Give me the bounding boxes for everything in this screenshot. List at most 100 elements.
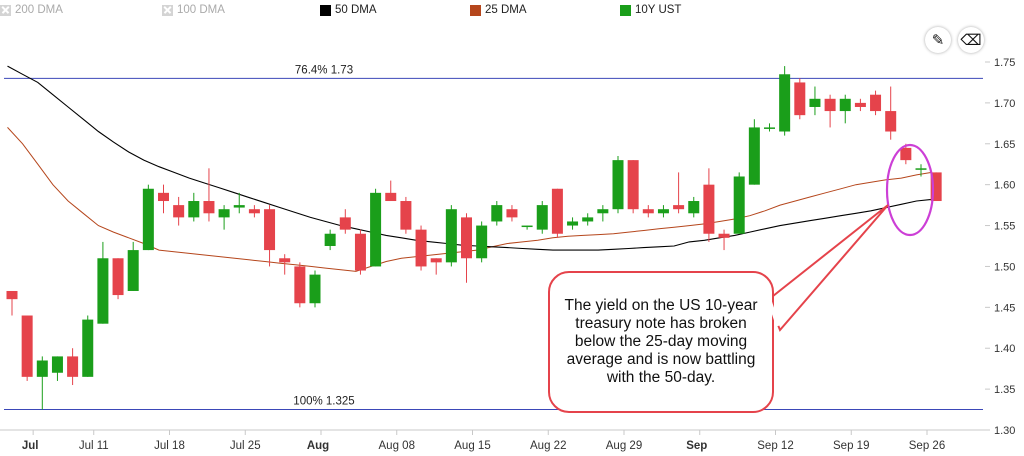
candle-up	[521, 225, 533, 228]
candle-down	[67, 356, 79, 377]
candle-down	[173, 205, 185, 218]
y-tick-label: 1.60	[994, 180, 1015, 192]
legend-item-50-dma[interactable]: 50 DMA	[320, 4, 377, 16]
candle-up	[142, 188, 154, 251]
candle-down	[900, 147, 912, 161]
highlight-ellipse	[885, 143, 935, 237]
candle-up	[51, 356, 63, 373]
legend-swatch	[470, 4, 481, 16]
candle-down	[930, 172, 942, 202]
candle-up	[915, 168, 927, 170]
candle-up	[127, 250, 139, 291]
y-tick-label: 1.35	[994, 384, 1015, 396]
candle-down	[21, 315, 33, 377]
candle-up	[97, 258, 109, 324]
candle-up	[748, 127, 760, 185]
candle-up	[188, 201, 200, 218]
callout-pointer	[766, 204, 889, 332]
candle-down	[673, 205, 685, 210]
candle-up	[491, 205, 503, 222]
y-tick-label: 1.70	[994, 98, 1015, 110]
candle-down	[718, 233, 730, 238]
legend-item-200-dma[interactable]: 200 DMA	[0, 4, 63, 16]
legend-swatch	[620, 4, 631, 16]
candle-down	[870, 94, 882, 112]
candle-up	[733, 176, 745, 234]
x-tick-label: Aug 08	[379, 440, 415, 452]
legend-item-100-dma[interactable]: 100 DMA	[162, 4, 225, 16]
candle-down	[461, 217, 472, 259]
y-tick-label: 1.75	[994, 57, 1015, 69]
legend-item-10y-ust[interactable]: 10Y UST	[620, 4, 681, 16]
candle-down	[885, 111, 897, 132]
candle-down	[264, 209, 276, 251]
y-tick-label: 1.65	[994, 139, 1015, 151]
candle-up	[567, 221, 579, 226]
candle-up	[597, 209, 609, 214]
candle-up	[82, 319, 94, 377]
candle-down	[703, 184, 715, 234]
legend-swatch	[320, 4, 331, 16]
x-tick-label: Jul 11	[79, 440, 109, 452]
y-tick-label: 1.55	[994, 221, 1015, 233]
candle-up	[324, 233, 336, 246]
candle-down	[415, 229, 427, 267]
candle-down	[158, 192, 169, 202]
candle-up	[839, 98, 851, 112]
candle-up	[370, 192, 382, 267]
y-tick-label: 1.45	[994, 302, 1015, 314]
candle-up	[764, 127, 775, 129]
candle-up	[779, 74, 791, 132]
candle-down	[854, 102, 866, 107]
candle-up	[657, 209, 669, 214]
candle-down	[203, 201, 215, 214]
candle-down	[400, 201, 412, 230]
candle-down	[627, 160, 639, 210]
candle-down	[248, 209, 260, 214]
candle-down	[824, 98, 836, 112]
candle-up	[582, 217, 594, 222]
legend-label: 10Y UST	[635, 4, 682, 16]
candle-up	[809, 98, 821, 107]
candle-up	[36, 360, 48, 377]
annotation-text: The yield on the US 10-year treasury not…	[564, 297, 758, 386]
pencil-icon[interactable]: ✎	[925, 27, 951, 53]
x-tick-label: Sep 12	[757, 440, 793, 452]
candle-down	[385, 192, 397, 202]
legend-label: 200 DMA	[15, 4, 63, 16]
candle-down	[354, 233, 366, 271]
x-tick-label: Aug	[307, 440, 329, 452]
y-tick-label: 1.40	[994, 343, 1015, 355]
x-tick-label: Aug 29	[606, 440, 642, 452]
level-label: 100% 1.325	[293, 396, 354, 408]
candle-up	[612, 160, 624, 210]
legend-label: 25 DMA	[485, 4, 527, 16]
legend-label: 50 DMA	[335, 4, 377, 16]
candle-up	[309, 274, 321, 304]
y-tick-label: 1.50	[994, 261, 1015, 273]
candle-up	[218, 209, 230, 218]
legend-label: 100 DMA	[177, 4, 225, 16]
candle-down	[430, 258, 442, 263]
candle-up	[445, 209, 457, 263]
candle-down	[506, 209, 518, 218]
candle-down	[6, 290, 18, 300]
x-tick-label: Jul 18	[154, 440, 185, 452]
candle-down	[642, 209, 654, 214]
callout-bubble	[548, 271, 774, 413]
legend-item-25-dma[interactable]: 25 DMA	[470, 4, 527, 16]
candle-up	[233, 205, 245, 208]
candle-down	[339, 217, 351, 230]
level-label: 76.4% 1.73	[295, 64, 353, 76]
chart-legend: 200 DMA 100 DMA 50 DMA 25 DMA 10Y UST	[0, 0, 1024, 24]
candle-up	[688, 201, 700, 214]
candle-up	[536, 205, 548, 230]
eraser-icon[interactable]: ⌫	[958, 27, 984, 53]
x-tick-label: Jul 25	[230, 440, 261, 452]
legend-swatch	[0, 4, 11, 16]
x-tick-label: Aug 15	[454, 440, 490, 452]
candle-down	[294, 266, 306, 304]
x-tick-label: Sep 26	[909, 440, 945, 452]
candle-down	[279, 258, 291, 263]
